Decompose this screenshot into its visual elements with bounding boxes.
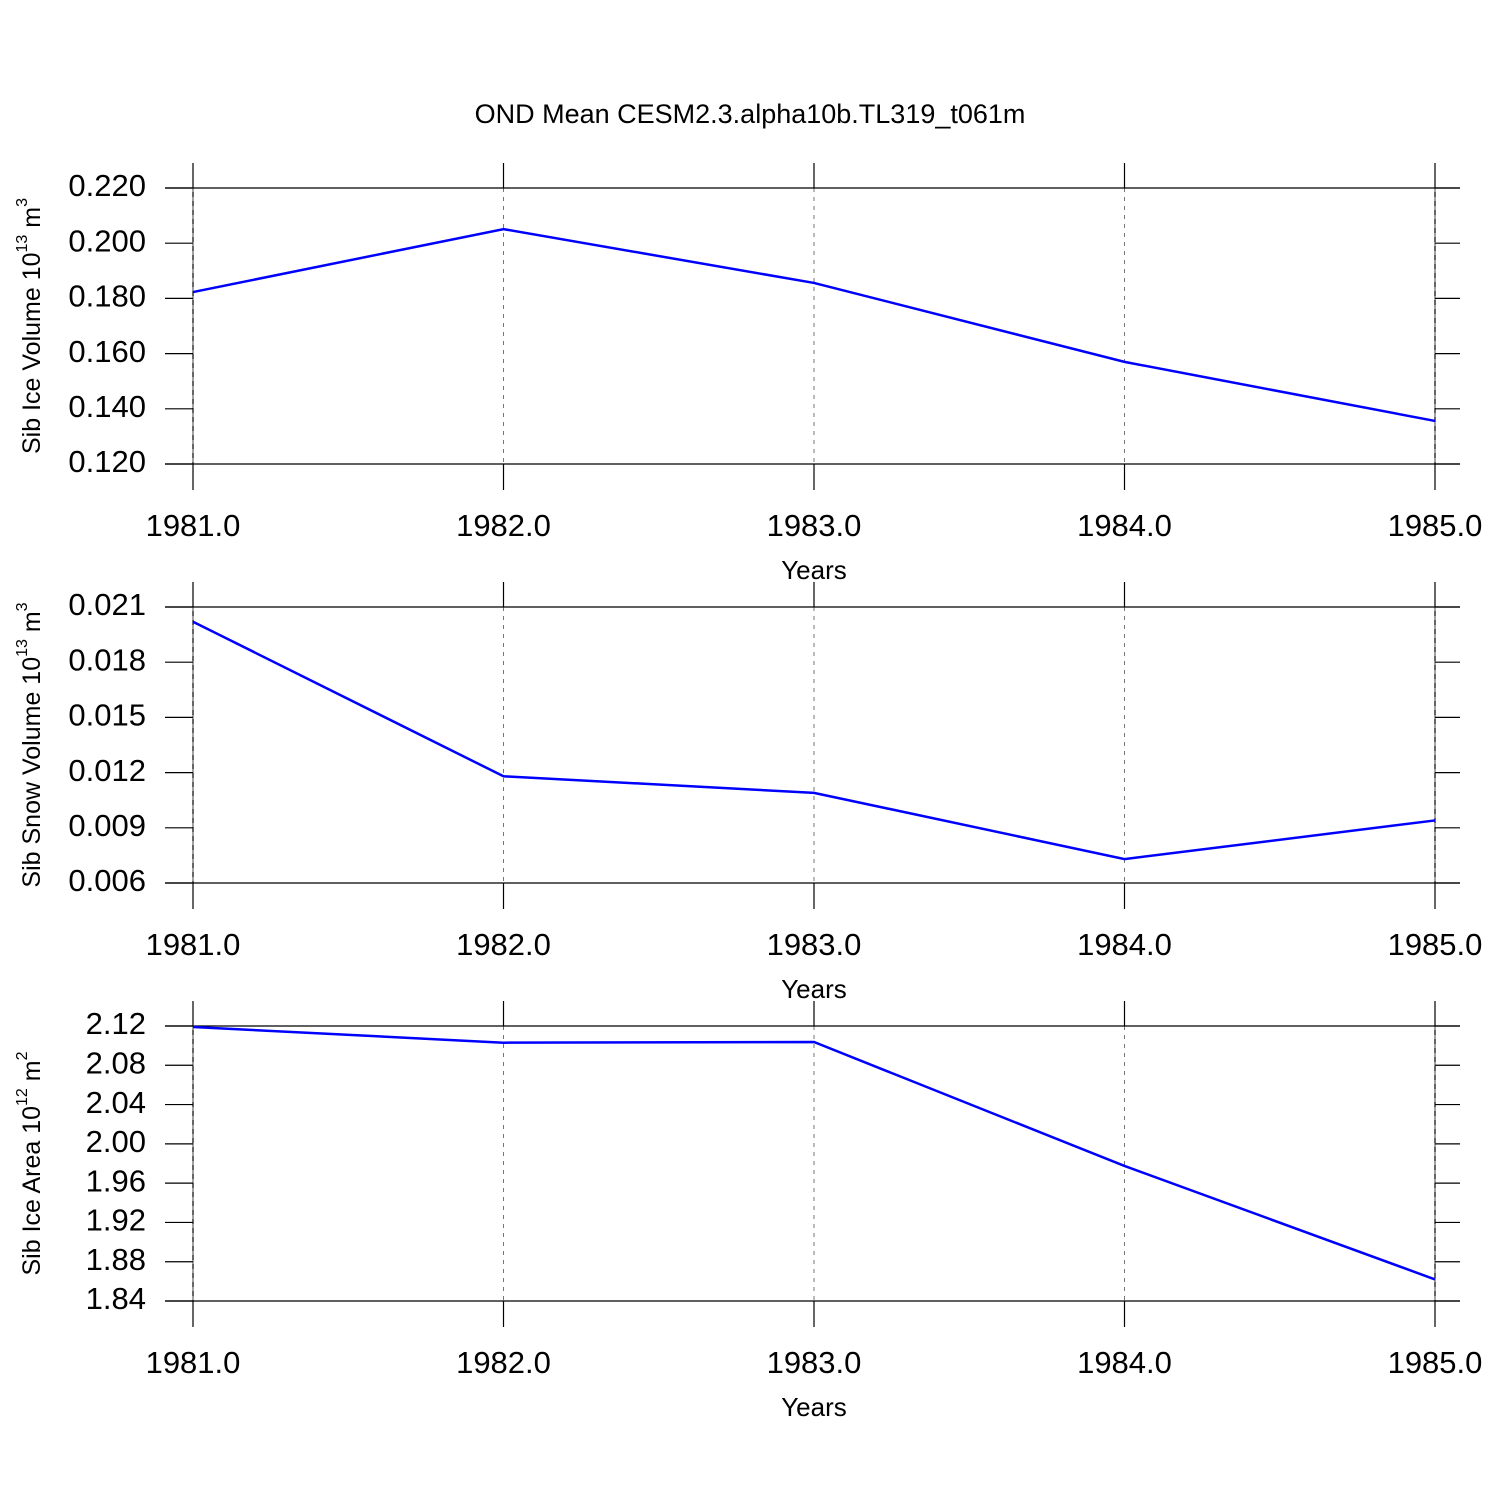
y-axis-label-text: Sib Ice Volume 10 [18,252,46,454]
data-line [192,227,1436,423]
y-axis-label-superscript: 2 [14,1051,31,1060]
y-tick-label: 0.006 [68,863,146,898]
y-tick-label: 0.015 [68,698,146,733]
x-tick-label: 1981.0 [146,927,241,962]
chart-title: OND Mean CESM2.3.alpha10b.TL319_t061m [475,99,1026,129]
x-tick-label: 1983.0 [767,508,862,543]
x-tick-label: 1982.0 [456,1345,551,1380]
x-tick-label: 1981.0 [146,508,241,543]
x-tick-label: 1985.0 [1388,1345,1483,1380]
y-tick-label: 2.08 [86,1045,146,1080]
y-axis-label-superscript: 3 [14,602,31,611]
x-tick-label: 1982.0 [456,927,551,962]
x-tick-label: 1982.0 [456,508,551,543]
x-axis-label: Years [781,974,847,1004]
x-tick-label: 1985.0 [1388,508,1483,543]
y-axis-label: Sib Ice Volume 1013 m3 [14,198,45,454]
y-axis-label-superscript: 12 [14,1088,31,1106]
x-axis-label: Years [781,1392,847,1422]
data-line [192,1025,1436,1281]
y-axis-label: Sib Snow Volume 1013 m3 [14,602,45,887]
x-tick-label: 1984.0 [1077,1345,1172,1380]
y-tick-label: 0.012 [68,753,146,788]
y-axis-label-text: m [18,207,46,235]
y-tick-label: 0.160 [68,334,146,369]
y-tick-label: 0.009 [68,808,146,843]
y-tick-label: 2.04 [86,1085,146,1120]
y-axis-label: Sib Ice Area 1012 m2 [14,1051,45,1275]
x-tick-label: 1983.0 [767,927,862,962]
x-tick-label: 1985.0 [1388,927,1483,962]
y-tick-label: 1.92 [86,1203,146,1238]
y-tick-label: 2.00 [86,1124,146,1159]
y-axis-label-text: m [18,611,46,639]
y-axis-label-text: Sib Snow Volume 10 [18,657,46,888]
x-tick-label: 1984.0 [1077,508,1172,543]
y-tick-label: 0.180 [68,279,146,314]
y-tick-label: 2.12 [86,1006,146,1041]
y-tick-label: 1.84 [86,1281,146,1316]
x-axis-label: Years [781,555,847,585]
y-axis-label-superscript: 13 [14,235,31,253]
data-line [192,620,1436,861]
y-axis-label-superscript: 3 [14,198,31,207]
x-tick-label: 1981.0 [146,1345,241,1380]
y-tick-label: 0.120 [68,444,146,479]
x-tick-label: 1984.0 [1077,927,1172,962]
y-tick-label: 1.88 [86,1242,146,1277]
y-tick-label: 0.018 [68,642,146,677]
y-axis-label-text: m [18,1060,46,1088]
x-tick-label: 1983.0 [767,1345,862,1380]
y-tick-label: 0.200 [68,223,146,258]
y-tick-label: 0.140 [68,389,146,424]
y-tick-label: 1.96 [86,1163,146,1198]
y-tick-label: 0.220 [68,168,146,203]
y-axis-label-text: Sib Ice Area 10 [18,1106,46,1276]
y-tick-label: 0.021 [68,587,146,622]
y-axis-label-superscript: 13 [14,639,31,657]
